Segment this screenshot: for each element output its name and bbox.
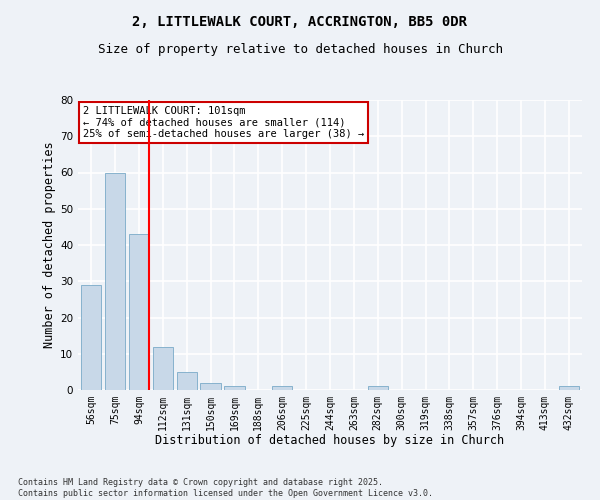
Bar (129, 234, 149, 390)
Bar (200, 383, 221, 390)
Bar (224, 386, 245, 390)
Bar (152, 346, 173, 390)
Text: 2, LITTLEWALK COURT, ACCRINGTON, BB5 0DR: 2, LITTLEWALK COURT, ACCRINGTON, BB5 0DR (133, 15, 467, 29)
Bar (559, 386, 579, 390)
Text: 2 LITTLEWALK COURT: 101sqm
← 74% of detached houses are smaller (114)
25% of sem: 2 LITTLEWALK COURT: 101sqm ← 74% of deta… (83, 106, 364, 139)
Text: Contains HM Land Registry data © Crown copyright and database right 2025.
Contai: Contains HM Land Registry data © Crown c… (18, 478, 433, 498)
X-axis label: Distribution of detached houses by size in Church: Distribution of detached houses by size … (155, 434, 505, 448)
Bar (176, 372, 197, 390)
Text: Size of property relative to detached houses in Church: Size of property relative to detached ho… (97, 42, 503, 56)
Bar (368, 386, 388, 390)
Bar (105, 172, 125, 390)
Bar (272, 386, 292, 390)
Y-axis label: Number of detached properties: Number of detached properties (43, 142, 56, 348)
Bar (81, 285, 101, 390)
